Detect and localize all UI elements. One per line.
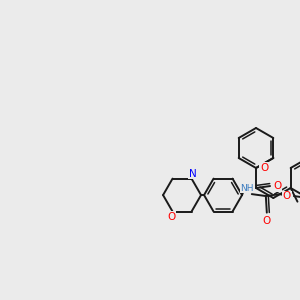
Text: O: O	[283, 191, 291, 201]
Text: NH: NH	[240, 184, 253, 193]
Text: O: O	[263, 216, 271, 226]
Text: O: O	[260, 163, 268, 173]
Text: N: N	[189, 169, 196, 178]
Text: O: O	[167, 212, 176, 221]
Text: O: O	[273, 181, 281, 191]
